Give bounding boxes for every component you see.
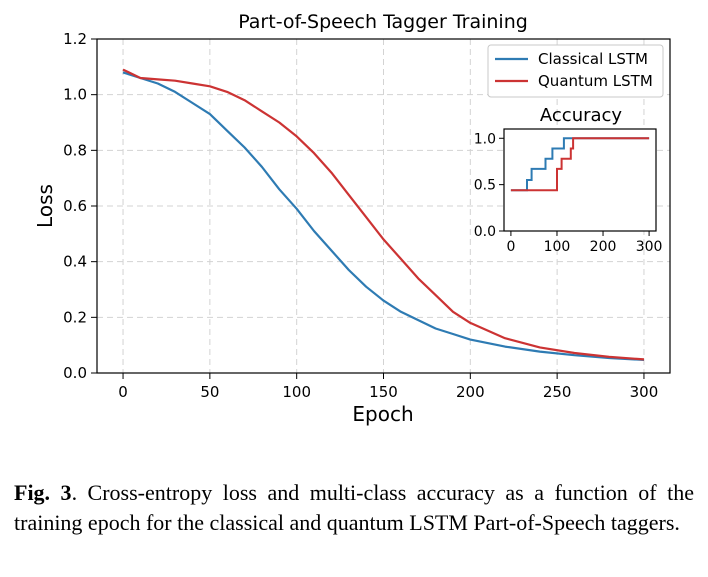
- series-line-classical: [122, 71, 645, 361]
- inset-series-line-classical: [510, 137, 650, 192]
- loss-chart-figure: 0 50 100 150 200 250 3000.00.20.40.60.81.01.2 …: [33, 11, 671, 426]
- figure-caption: Fig. 3. Cross-entropy loss and multi-cla…: [14, 478, 694, 538]
- main-axis-ticks: 0 50 100 150 200 250 300 0.0 0.2 0.4 0.6 0.8 1.0 1.2: [63, 30, 658, 401]
- main-series-lines: [122, 68, 645, 361]
- inset-x-tick-label: 200: [590, 239, 617, 255]
- y-tick-label: 0.0: [63, 364, 87, 382]
- y-tick-label: 0.8: [63, 141, 87, 159]
- main-chart-title: Part-of-Speech Tagger Training: [238, 11, 528, 33]
- legend-box: [487, 44, 664, 98]
- legend-label-quantum: Quantum LSTM: [538, 72, 653, 90]
- x-tick-label: 150: [369, 383, 398, 401]
- y-tick-label: 1.0: [63, 86, 87, 104]
- y-axis-label: Loss: [33, 184, 57, 228]
- y-tick-label: 0.2: [63, 308, 87, 326]
- x-axis-label: Epoch: [352, 402, 413, 426]
- inset-series-line-quantum: [510, 137, 650, 192]
- inset-series-lines: [510, 137, 650, 192]
- y-tick-label: 0.6: [63, 197, 87, 215]
- x-tick-label: 100: [282, 383, 311, 401]
- inset-accuracy-chart: 0 100 200 300 0.0 0.5 1.0 Accuracy: [474, 105, 663, 255]
- x-tick-label: 300: [630, 383, 659, 401]
- x-tick-label: 250: [543, 383, 572, 401]
- series-line-quantum: [122, 68, 645, 361]
- y-tick-label: 1.2: [63, 30, 87, 48]
- legend-label-classical: Classical LSTM: [538, 50, 648, 68]
- caption-text: . Cross-entropy loss and multi-class acc…: [14, 480, 694, 535]
- inset-axis-ticks: 0 100 200 300 0.0 0.5 1.0: [474, 131, 663, 255]
- x-tick-label: 0: [118, 383, 128, 401]
- y-tick-label: 0.4: [63, 253, 87, 271]
- inset-plot-frame: [503, 128, 657, 232]
- inset-x-tick-label: 300: [636, 239, 663, 255]
- inset-y-tick-label: 0.0: [474, 224, 496, 240]
- x-tick-label: 200: [456, 383, 485, 401]
- legend: Classical LSTM Quantum LSTM: [487, 44, 664, 98]
- inset-x-tick-label: 100: [544, 239, 571, 255]
- inset-y-tick-label: 1.0: [474, 131, 496, 147]
- inset-y-tick-label: 0.5: [474, 178, 496, 194]
- inset-chart-title: Accuracy: [540, 105, 623, 126]
- x-tick-label: 50: [200, 383, 219, 401]
- inset-x-tick-label: 0: [506, 239, 515, 255]
- caption-figure-label: Fig. 3: [14, 480, 72, 505]
